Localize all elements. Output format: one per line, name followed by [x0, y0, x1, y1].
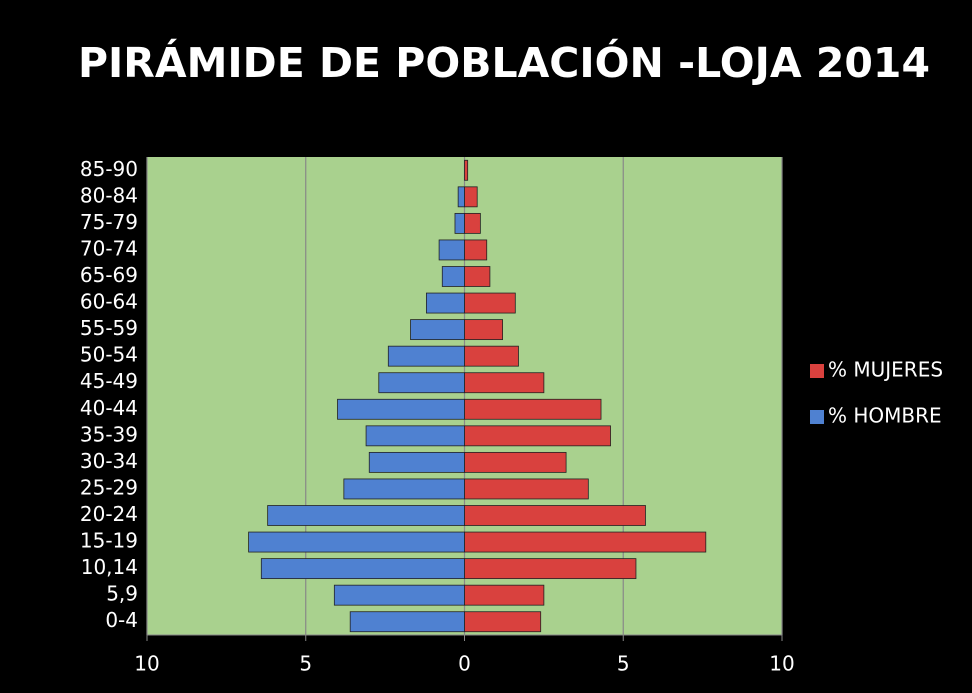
legend-label: % HOMBRE: [828, 404, 942, 428]
bar: [464, 239, 488, 261]
bar: [464, 212, 481, 234]
y-tick-label: 40-44: [80, 396, 138, 420]
y-tick-label: 60-64: [80, 290, 138, 314]
legend-label: % MUJERES: [828, 358, 943, 382]
bar: [410, 319, 465, 341]
bar: [464, 451, 567, 473]
bar: [441, 266, 465, 287]
bar: [343, 478, 465, 500]
y-tick-label: 30-34: [80, 449, 138, 473]
legend-swatch: [810, 364, 824, 378]
legend-swatch: [810, 410, 824, 424]
bar: [260, 558, 465, 580]
bar: [464, 531, 707, 553]
y-tick-label: 85-90: [80, 157, 138, 181]
bar: [368, 451, 465, 473]
bar: [464, 266, 491, 287]
bar: [333, 584, 465, 606]
bar: [464, 478, 589, 500]
x-tick-label: 5: [299, 652, 312, 676]
bar: [438, 239, 465, 261]
bar: [464, 425, 611, 447]
y-tick-label: 50-54: [80, 343, 138, 367]
y-tick-label: 55-59: [80, 316, 138, 340]
bar: [464, 611, 542, 633]
bar: [464, 398, 602, 420]
bar: [464, 186, 478, 208]
y-tick-label: 75-79: [80, 210, 138, 234]
bar: [365, 425, 465, 447]
y-tick-label: 20-24: [80, 502, 138, 526]
bar: [378, 372, 465, 394]
bar: [464, 584, 545, 606]
y-tick-label: 15-19: [80, 529, 138, 553]
y-tick-label: 0-4: [105, 608, 138, 632]
x-tick-label: 10: [769, 652, 794, 676]
bar: [349, 611, 465, 633]
bar: [337, 398, 465, 420]
y-tick-label: 65-69: [80, 263, 138, 287]
bar: [464, 505, 646, 526]
bar: [464, 345, 519, 367]
y-tick-label: 5,9: [106, 582, 138, 606]
y-tick-label: 70-74: [80, 236, 138, 260]
y-tick-label: 45-49: [80, 369, 138, 393]
bar: [464, 558, 637, 580]
bar: [464, 292, 516, 314]
y-tick-label: 25-29: [80, 475, 138, 499]
bar: [425, 292, 465, 314]
bar: [457, 186, 465, 208]
bar: [248, 531, 465, 553]
bar: [464, 319, 503, 341]
x-tick-label: 5: [617, 652, 630, 676]
y-tick-label: 80-84: [80, 183, 138, 207]
bar: [454, 212, 465, 234]
x-tick-label: 0: [458, 652, 471, 676]
x-tick-label: 10: [134, 652, 159, 676]
y-tick-label: 35-39: [80, 422, 138, 446]
y-tick-label: 10,14: [81, 555, 138, 579]
chart-title: PIRÁMIDE DE POBLACIÓN -LOJA 2014: [78, 39, 930, 87]
bar: [464, 372, 545, 394]
bar: [387, 345, 465, 367]
bar: [267, 505, 465, 526]
bar: [464, 159, 469, 181]
